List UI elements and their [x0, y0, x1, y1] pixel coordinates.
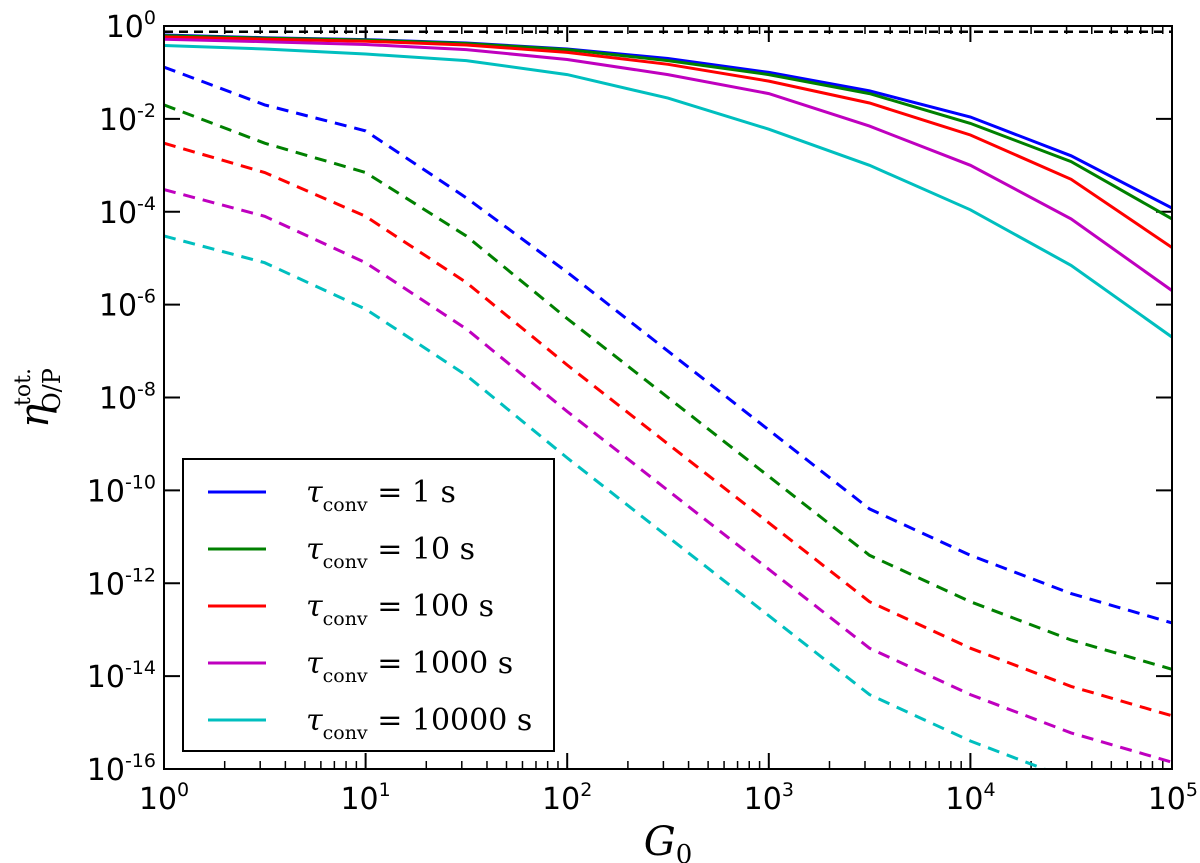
x-tick-label: 101 [340, 779, 390, 817]
series-dashed-line [164, 103, 1172, 671]
y-tick-label: 10-10 [87, 471, 156, 509]
legend-label: τconv = 1 s [306, 475, 456, 516]
series-solid-line [164, 37, 1172, 292]
x-tick-label: 104 [945, 779, 995, 817]
y-tick-label: 10-14 [87, 657, 156, 695]
x-tick-label: 105 [1148, 779, 1198, 817]
svg-text:ηtot.O/P: ηtot.O/P [11, 368, 66, 428]
x-tick-label: 100 [139, 779, 189, 817]
y-tick-label: 10-6 [99, 286, 156, 324]
series-dashed-line [164, 65, 1172, 625]
legend: τconv = 1 s τconv = 10 s τconv = 100 s τcon… [182, 458, 555, 752]
legend-label: τconv = 10 s [306, 532, 475, 573]
y-tick-label: 10-4 [99, 193, 156, 231]
tick-labels: 100 101 102 103 104 105 100 10-2 10-4 10-6 10-8 10-… [87, 7, 1198, 817]
y-tick-label: 10-12 [87, 564, 156, 602]
legend-label: τconv = 1000 s [306, 646, 513, 687]
series-solid-line [164, 35, 1172, 249]
legend-label: τconv = 100 s [306, 589, 494, 630]
x-axis-label: G0 [644, 819, 693, 863]
y-tick-label: 10-8 [99, 379, 156, 417]
series-layer [164, 30, 1172, 769]
x-tick-label: 102 [542, 779, 592, 817]
y-axis-label: ηtot.O/P [11, 368, 66, 428]
series-solid-line [164, 44, 1172, 339]
x-tick-label: 103 [744, 779, 794, 817]
y-tick-label: 10-16 [87, 750, 156, 788]
legend-label: τconv = 10000 s [306, 703, 532, 744]
y-tick-label: 100 [106, 7, 156, 45]
y-tick-label: 10-2 [99, 100, 156, 138]
plot-frame [163, 25, 1173, 770]
